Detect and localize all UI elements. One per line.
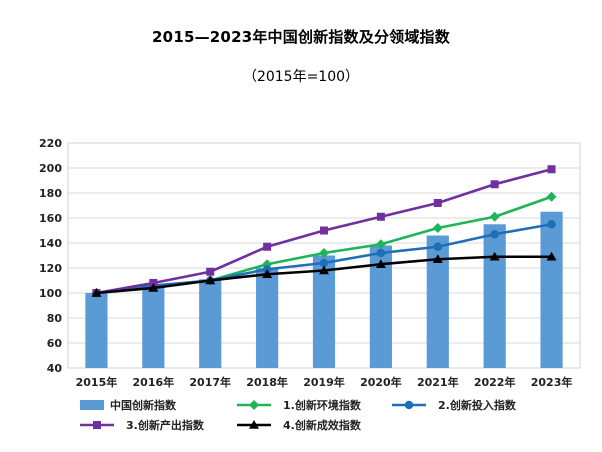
legend-item: 3.创新产出指数: [80, 418, 205, 432]
legend-label: 4.创新成效指数: [283, 418, 362, 432]
point-marker: [205, 275, 216, 285]
y-tick-label: 160: [39, 212, 62, 225]
bar: [85, 293, 108, 368]
bar: [426, 235, 449, 368]
x-tick-label: 2022年: [474, 375, 516, 389]
point-marker: [489, 211, 500, 222]
point-marker: [375, 259, 386, 268]
point-marker: [432, 254, 443, 263]
bar: [256, 268, 279, 368]
point-marker: [319, 258, 329, 268]
point-marker: [375, 239, 386, 250]
point-marker: [148, 283, 159, 292]
legend-label: 2.创新投入指数: [438, 398, 517, 412]
bar-series: [85, 211, 563, 368]
legend-item: 2.创新投入指数: [392, 398, 517, 412]
point-marker: [262, 269, 273, 278]
x-tick-label: 2016年: [133, 375, 175, 389]
y-tick-label: 200: [39, 162, 62, 175]
bar: [199, 279, 222, 368]
legend-marker: [93, 421, 101, 429]
point-marker: [433, 242, 443, 251]
legend-swatch: [80, 400, 104, 410]
bar: [312, 255, 336, 368]
bar: [142, 286, 165, 368]
x-tick-label: 2020年: [360, 375, 402, 389]
point-marker: [433, 199, 442, 207]
line-series: [91, 165, 557, 298]
y-tick-label: 180: [39, 187, 62, 200]
y-tick-label: 60: [47, 337, 63, 350]
y-tick-label: 100: [39, 287, 62, 300]
x-tick-label: 2015年: [76, 375, 118, 389]
point-marker: [263, 242, 272, 251]
legend-label: 中国创新指数: [110, 398, 177, 412]
legend: 中国创新指数 1.创新环境指数 2.创新投入指数 3.创新产出指数 4.创新成效指数: [80, 398, 517, 432]
y-tick-label: 40: [47, 362, 63, 375]
chart-subtitle: （2015年=100）: [242, 69, 360, 85]
legend-marker: [404, 400, 414, 410]
point-marker: [490, 230, 499, 239]
point-marker: [546, 251, 557, 261]
x-tick-label: 2017年: [189, 375, 231, 389]
x-tick-label: 2021年: [417, 375, 459, 389]
x-axis-ticks: 2015年 2016年 2017年 2018年 2019年 2020年 2021年 2022年…: [76, 375, 573, 389]
x-tick-label: 2019年: [303, 375, 345, 389]
point-marker: [320, 226, 328, 235]
x-tick-label: 2023年: [531, 375, 573, 389]
point-marker: [489, 251, 500, 261]
point-marker: [432, 223, 443, 233]
point-marker: [547, 220, 556, 229]
y-tick-label: 120: [39, 262, 62, 275]
legend-item: 4.创新成效指数: [237, 418, 362, 432]
y-tick-label: 220: [39, 137, 62, 150]
point-marker: [547, 165, 556, 174]
point-marker: [91, 288, 102, 297]
point-marker: [376, 248, 386, 258]
bar: [369, 245, 392, 368]
legend-marker: [249, 400, 259, 410]
bar: [540, 211, 563, 368]
y-tick-label: 80: [47, 312, 63, 325]
point-marker: [490, 180, 499, 189]
legend-item: 中国创新指数: [80, 398, 177, 412]
legend-marker: [249, 420, 259, 429]
legend-label: 3.创新产出指数: [126, 418, 205, 432]
bar: [483, 224, 506, 368]
chart-title: 2015—2023年中国创新指数及分领域指数: [152, 28, 450, 46]
legend-item: 1.创新环境指数: [237, 398, 362, 412]
x-tick-label: 2018年: [246, 375, 288, 389]
point-marker: [319, 265, 329, 275]
y-axis-ticks: 40 60 80 100 120 140 160 180 200 220: [39, 137, 62, 375]
point-marker: [546, 191, 557, 202]
y-tick-label: 140: [39, 237, 62, 250]
legend-label: 1.创新环境指数: [283, 398, 362, 412]
point-marker: [206, 267, 215, 276]
point-marker: [319, 248, 329, 258]
point-marker: [376, 212, 385, 221]
